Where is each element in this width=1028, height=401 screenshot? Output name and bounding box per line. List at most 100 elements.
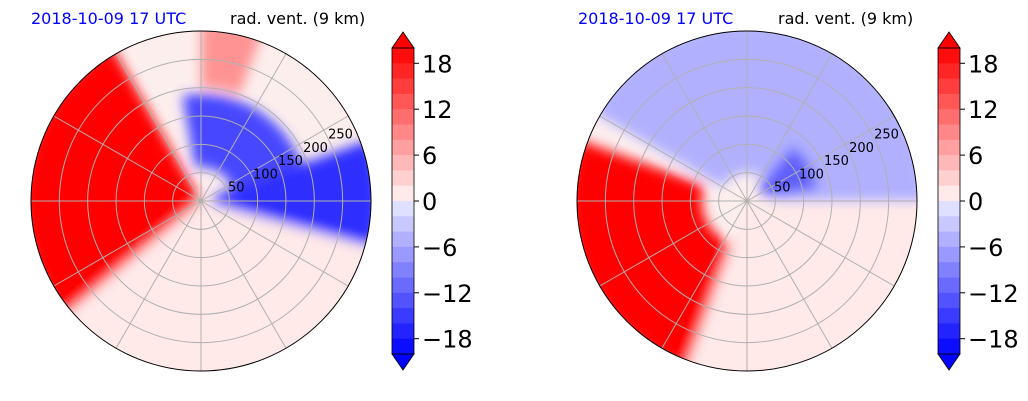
field-region-east — [211, 139, 371, 248]
colorbar-bin-5 — [938, 124, 960, 141]
colorbar-bin-1 — [938, 63, 960, 80]
colorbar-bin-8 — [938, 170, 960, 187]
colorbar-extend-min — [391, 353, 415, 371]
colorbar-bin-9 — [392, 185, 414, 202]
colorbar-bin-4 — [392, 109, 414, 125]
azimuth-spoke-330 — [115, 53, 202, 202]
colorbar-bin-11 — [938, 216, 960, 233]
colorbar-extend-min — [937, 353, 961, 371]
range-ring-label-150: 150 — [278, 154, 303, 169]
azimuth-spoke-30 — [200, 53, 287, 202]
colorbar-bin-3 — [938, 93, 960, 110]
colorbar-bin-16 — [392, 292, 414, 309]
colorbar-bin-12 — [392, 231, 414, 248]
range-ring-label-200: 200 — [303, 141, 328, 156]
azimuth-spoke-330 — [661, 53, 748, 202]
range-ring-label-150: 150 — [824, 154, 849, 169]
azimuth-spoke-150 — [746, 200, 833, 349]
colorbar-bin-12 — [938, 231, 960, 248]
colorbar-bin-6 — [938, 139, 960, 156]
colorbar-bin-10 — [392, 201, 414, 217]
range-ring-label-100: 100 — [799, 167, 824, 182]
colorbar-bin-11 — [392, 216, 414, 233]
panel-title: rad. vent. (9 km) — [778, 9, 913, 28]
colorbar-bin-14 — [938, 262, 960, 278]
colorbar-bin-10 — [938, 201, 960, 217]
colorbar-bin-2 — [938, 78, 960, 95]
colorbar-tick-label-4: −6 — [422, 234, 457, 262]
field-region-north — [201, 31, 263, 95]
range-ring-label-250: 250 — [328, 127, 353, 142]
azimuth-spoke-30 — [746, 53, 833, 202]
colorbar-extend-max — [391, 31, 415, 49]
azimuth-spoke-240 — [53, 200, 202, 287]
panel-title: rad. vent. (9 km) — [230, 9, 365, 28]
colorbar-tick-label-0: 18 — [968, 50, 999, 78]
azimuth-spoke-210 — [115, 200, 202, 349]
colorbar-tick-label-1: 12 — [968, 96, 999, 124]
colorbar-tick-label-6: −18 — [968, 326, 1019, 354]
range-ring-label-50: 50 — [774, 181, 791, 196]
colorbar-tick-label-5: −12 — [422, 280, 473, 308]
colorbar-bin-16 — [938, 292, 960, 309]
colorbar-bin-14 — [392, 262, 414, 278]
colorbar-tick-label-5: −12 — [968, 280, 1019, 308]
colorbar-bin-8 — [392, 170, 414, 187]
colorbar: 18 12 6 0 −6 −12 −18 — [391, 31, 473, 371]
field-region-north-northeast — [182, 93, 302, 190]
colorbar-bin-6 — [392, 139, 414, 156]
plot-boundary — [30, 30, 372, 372]
colorbar-tick-label-1: 12 — [422, 96, 453, 124]
range-ring-label-250: 250 — [874, 127, 899, 142]
colorbar-tick-label-2: 6 — [422, 142, 437, 170]
colorbar-tick-label-2: 6 — [968, 142, 983, 170]
azimuth-spoke-120 — [746, 200, 895, 287]
colorbar-bin-18 — [392, 323, 414, 340]
colorbar-bin-13 — [392, 246, 414, 263]
colorbar-bin-13 — [938, 246, 960, 263]
colorbar-bin-19 — [392, 338, 414, 355]
colorbar-bin-2 — [392, 78, 414, 95]
colorbar-tick-label-3: 0 — [422, 188, 437, 216]
colorbar-bin-0 — [938, 48, 960, 64]
colorbar-tick-label-4: −6 — [968, 234, 1003, 262]
colorbar-tick-label-0: 18 — [422, 50, 453, 78]
azimuth-spoke-150 — [200, 200, 287, 349]
colorbar-bin-15 — [938, 277, 960, 294]
colorbar-bin-19 — [938, 338, 960, 355]
colorbar-tick-label-6: −18 — [422, 326, 473, 354]
colorbar-bin-9 — [938, 185, 960, 202]
range-ring-label-50: 50 — [228, 181, 245, 196]
colorbar-bin-17 — [392, 308, 414, 324]
colorbar-extend-max — [937, 31, 961, 49]
plot-boundary — [576, 30, 918, 372]
azimuth-spoke-210 — [661, 200, 748, 349]
azimuth-spoke-240 — [599, 200, 748, 287]
colorbar-bin-7 — [392, 155, 414, 171]
field-region-northeast — [757, 146, 818, 199]
field-region-south — [64, 201, 371, 371]
colorbar-bin-18 — [938, 323, 960, 340]
azimuth-spoke-300 — [53, 115, 202, 202]
azimuth-spoke-60 — [746, 115, 895, 202]
colorbar-bin-0 — [392, 48, 414, 64]
azimuth-spoke-300 — [599, 115, 748, 202]
panel-date: 2018-10-09 17 UTC — [31, 9, 186, 28]
range-ring-label-200: 200 — [849, 141, 874, 156]
azimuth-spoke-120 — [200, 200, 349, 287]
range-ring-label-100: 100 — [253, 167, 278, 182]
colorbar-bin-5 — [392, 124, 414, 141]
colorbar-bin-4 — [938, 109, 960, 125]
colorbar-bin-17 — [938, 308, 960, 324]
panel-date: 2018-10-09 17 UTC — [578, 9, 733, 28]
colorbar-bin-15 — [392, 277, 414, 294]
colorbar-tick-label-3: 0 — [968, 188, 983, 216]
colorbar-bin-7 — [938, 155, 960, 171]
field-region-north — [592, 31, 917, 201]
azimuth-spoke-60 — [200, 115, 349, 202]
colorbar-bin-3 — [392, 93, 414, 110]
colorbar: 18 12 6 0 −6 −12 −18 — [937, 31, 1019, 371]
